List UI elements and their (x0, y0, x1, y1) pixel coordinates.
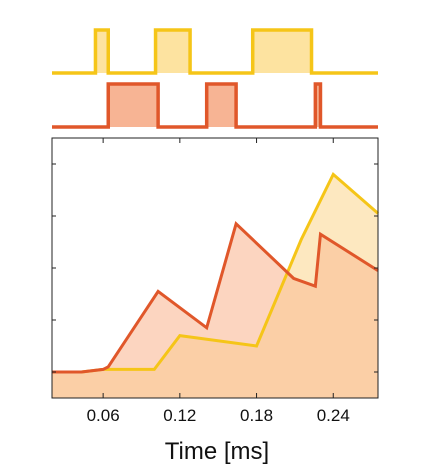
pulse-1-1 (95, 30, 109, 73)
pulse-2-3 (315, 84, 321, 127)
pulse-1-2 (155, 30, 191, 73)
pulse-2-1 (108, 84, 159, 127)
series-line-2 (52, 221, 379, 374)
x-tick-label: 0.18 (240, 406, 273, 425)
pulse-train-1 (52, 28, 378, 75)
pulse-2-2 (206, 84, 237, 127)
pulse-1-3 (252, 30, 312, 73)
pulse-train-line-2 (52, 82, 378, 129)
x-axis-title: Time [ms] (165, 438, 269, 465)
x-tick-label: 0.06 (87, 406, 120, 425)
x-axis-ticks: 0.06 0.12 0.18 0.24 (52, 138, 378, 425)
x-tick-label: 0.12 (163, 406, 196, 425)
pulse-trains (52, 28, 378, 129)
pulse-train-2 (52, 82, 378, 129)
x-tick-label: 0.24 (317, 406, 350, 425)
pulse-train-line-1 (52, 28, 378, 75)
plot-area (52, 138, 379, 398)
